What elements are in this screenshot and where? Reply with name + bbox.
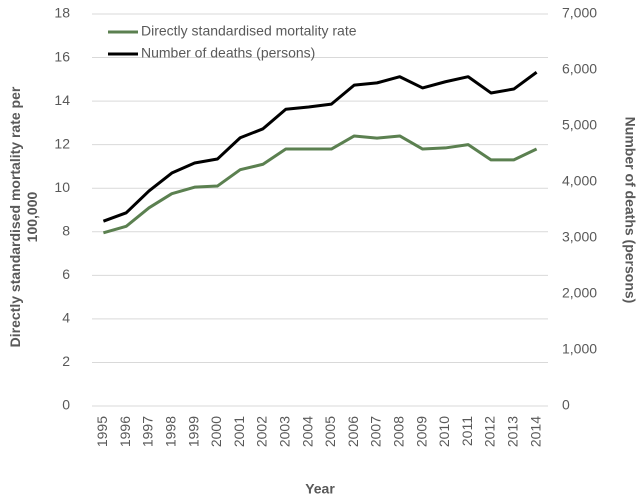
y-axis-title: Directly standardised mortality rate per… [7, 86, 40, 348]
x-tick-label: 2006 [345, 416, 361, 447]
y2-tick-label: 5,000 [562, 117, 597, 133]
y2-tick-label: 1,000 [562, 341, 597, 357]
y2-axis-title: Number of deaths (persons) [622, 117, 638, 304]
x-tick-label: 1997 [140, 416, 156, 447]
y2-tick-label: 7,000 [562, 5, 597, 21]
x-tick-label: 2001 [231, 416, 247, 447]
y-tick-label: 4 [62, 310, 70, 326]
x-tick-label: 1995 [94, 416, 110, 447]
y-tick-label: 0 [62, 397, 70, 413]
line-series [102, 134, 538, 235]
line-series [102, 71, 538, 223]
x-tick-label: 2005 [322, 416, 338, 447]
x-tick-label: 2000 [208, 416, 224, 447]
x-tick-label: 2014 [527, 416, 543, 447]
y-tick-label: 8 [62, 222, 70, 238]
x-tick-label: 2008 [391, 416, 407, 447]
x-tick-label: 2010 [436, 416, 452, 447]
y-tick-label: 12 [54, 135, 70, 151]
x-tick-label: 1998 [163, 416, 179, 447]
x-tick-label: 2012 [482, 416, 498, 447]
x-tick-label: 2003 [277, 416, 293, 447]
x-tick-label: 2002 [254, 416, 270, 447]
legend-label: Directly standardised mortality rate [141, 23, 357, 39]
y-tick-label: 6 [62, 266, 70, 282]
y2-tick-label: 0 [562, 397, 570, 413]
y2-tick-label: 3,000 [562, 229, 597, 245]
y2-tick-label: 6,000 [562, 61, 597, 77]
legend-label: Number of deaths (persons) [141, 45, 315, 61]
y-tick-label: 18 [54, 5, 70, 21]
y-tick-label: 2 [62, 353, 70, 369]
x-tick-label: 2011 [459, 416, 475, 446]
x-tick-label: 2013 [505, 416, 521, 447]
y-tick-label: 14 [54, 92, 70, 108]
y2-tick-label: 2,000 [562, 285, 597, 301]
x-tick-label: 2004 [299, 416, 315, 447]
x-tick-label: 1996 [117, 416, 133, 447]
x-tick-label: 1999 [185, 416, 201, 447]
y-tick-label: 16 [54, 48, 70, 64]
y2-tick-label: 4,000 [562, 173, 597, 189]
x-tick-label: 2007 [368, 416, 384, 447]
x-axis-title: Year [305, 481, 335, 497]
y-tick-label: 10 [54, 179, 70, 195]
x-tick-label: 2009 [413, 416, 429, 447]
